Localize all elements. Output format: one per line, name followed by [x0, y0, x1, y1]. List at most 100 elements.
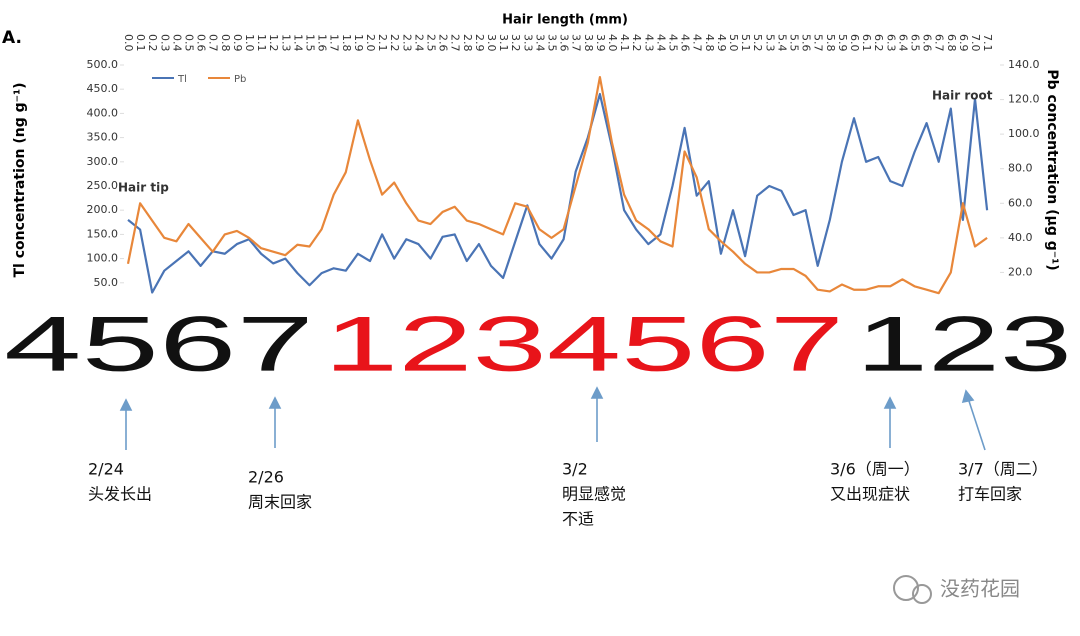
x-tick-label: 0.8 [219, 34, 232, 52]
x-tick-label: 1.0 [243, 34, 256, 52]
note-text: 3/6（周一） [830, 460, 920, 479]
x-tick-label: 3.3 [521, 34, 534, 52]
y-tick-label: 100.0 [87, 252, 119, 265]
y2-tick-label: 80.0 [1008, 162, 1033, 175]
x-tick-label: 4.5 [667, 34, 680, 52]
y-tick-label: 50.0 [94, 276, 119, 289]
x-tick-label: 5.1 [739, 34, 752, 52]
x-tick-label: 1.2 [267, 34, 280, 52]
x-tick-label: 6.8 [945, 34, 958, 52]
x-tick-label: 6.3 [884, 34, 897, 52]
y2-tick-label: 40.0 [1008, 231, 1033, 244]
x-tick-label: 3.2 [509, 34, 522, 52]
y-tick-label: 200.0 [87, 203, 119, 216]
x-tick-label: 2.0 [364, 34, 377, 52]
x-tick-label: 1.9 [352, 34, 365, 52]
watermark: 没药花园 [940, 577, 1020, 601]
y-axis-title: Tl concentration (ng g⁻¹) [12, 82, 28, 277]
x-tick-label: 2.9 [473, 34, 486, 52]
y-tick-label: 300.0 [87, 155, 119, 168]
x-tick-label: 3.9 [594, 34, 607, 52]
x-tick-label: 1.8 [340, 34, 353, 52]
x-tick-label: 3.1 [497, 34, 510, 52]
y2-axis-title: Pb concentration (μg g⁻¹) [1044, 69, 1060, 270]
x-tick-label: 5.7 [812, 34, 825, 52]
y-tick-label: 450.0 [87, 82, 119, 95]
note-text: 打车回家 [958, 485, 1022, 504]
x-tick-label: 2.7 [449, 34, 462, 52]
x-tick-label: 0.0 [122, 34, 135, 52]
watermark-icon [893, 575, 932, 604]
y-tick-label: 150.0 [87, 227, 119, 240]
x-tick-label: 0.7 [207, 34, 220, 52]
x-tick-label: 4.6 [679, 34, 692, 52]
x-tick-label: 1.5 [304, 34, 317, 52]
x-tick-label: 1.4 [291, 34, 304, 52]
x-tick-label: 2.6 [437, 34, 450, 52]
x-tick-label: 5.0 [727, 34, 740, 52]
x-tick-label: 5.3 [763, 34, 776, 52]
x-tick-label: 3.7 [570, 34, 583, 52]
arrows [119, 386, 986, 451]
x-tick-label: 7.0 [969, 34, 982, 52]
x-tick-label: 6.4 [896, 34, 909, 52]
x-tick-label: 0.1 [134, 34, 147, 52]
x-tick-label: 5.8 [824, 34, 837, 52]
y-tick-label: 400.0 [87, 106, 119, 119]
x-tick-label: 2.8 [461, 34, 474, 52]
x-tick-label: 4.0 [606, 34, 619, 52]
x-tick-label: 1.7 [328, 34, 341, 52]
day-digits: 123 [856, 300, 1072, 388]
note-text: 明显感觉 [562, 485, 626, 504]
y2-tick-label: 100.0 [1008, 127, 1040, 140]
y2-tick-label: 20.0 [1008, 265, 1033, 278]
x-tick-label: 5.4 [775, 34, 788, 52]
y2-tick-label: 120.0 [1008, 93, 1040, 106]
note-text: 3/7（周二） [958, 460, 1048, 479]
x-tick-label: 2.2 [388, 34, 401, 52]
x-tick-label: 1.6 [316, 34, 329, 52]
x-tick-label: 2.5 [425, 34, 438, 52]
x-tick-label: 4.9 [715, 34, 728, 52]
y-tick-label: 350.0 [87, 131, 119, 144]
y-tick-label: 250.0 [87, 179, 119, 192]
day-digits: 4567 [4, 300, 314, 388]
x-tick-label: 5.5 [788, 34, 801, 52]
series-line [126, 76, 988, 295]
legend-label: Pb [234, 74, 246, 85]
note-text: 3/2 [562, 460, 588, 479]
annotation: Hair root [932, 89, 993, 103]
x-tick-label: 0.5 [183, 34, 196, 52]
legend-label: Tl [177, 74, 187, 85]
note-text: 周末回家 [248, 493, 312, 512]
x-tick-label: 6.1 [860, 34, 873, 52]
y-tick-label: 500.0 [87, 58, 119, 71]
x-tick-label: 4.1 [618, 34, 631, 52]
x-tick-label: 0.3 [158, 34, 171, 52]
x-tick-label: 3.6 [558, 34, 571, 52]
x-tick-label: 6.6 [921, 34, 934, 52]
x-tick-label: 6.2 [872, 34, 885, 52]
x-tick-label: 5.6 [800, 34, 813, 52]
x-tick-label: 3.4 [533, 34, 546, 52]
x-tick-label: 4.2 [630, 34, 643, 52]
x-tick-label: 3.5 [546, 34, 559, 52]
day-digits: 1234567 [324, 300, 844, 388]
x-tick-label: 4.8 [703, 34, 716, 52]
x-tick-label: 2.3 [400, 34, 413, 52]
x-tick-label: 4.4 [654, 34, 667, 52]
x-tick-label: 6.0 [848, 34, 861, 52]
x-axis-title: Hair length (mm) [502, 13, 628, 28]
annotation: Hair tip [118, 181, 169, 195]
x-tick-label: 2.1 [376, 34, 389, 52]
x-tick-label: 4.3 [642, 34, 655, 52]
x-tick-label: 2.4 [412, 34, 425, 52]
note-text: 头发长出 [88, 485, 152, 504]
x-tick-label: 3.8 [582, 34, 595, 52]
x-tick-label: 6.5 [909, 34, 922, 52]
note-text: 2/24 [88, 460, 124, 479]
x-tick-label: 0.2 [146, 34, 159, 52]
x-tick-label: 6.7 [933, 34, 946, 52]
x-tick-label: 1.1 [255, 34, 268, 52]
